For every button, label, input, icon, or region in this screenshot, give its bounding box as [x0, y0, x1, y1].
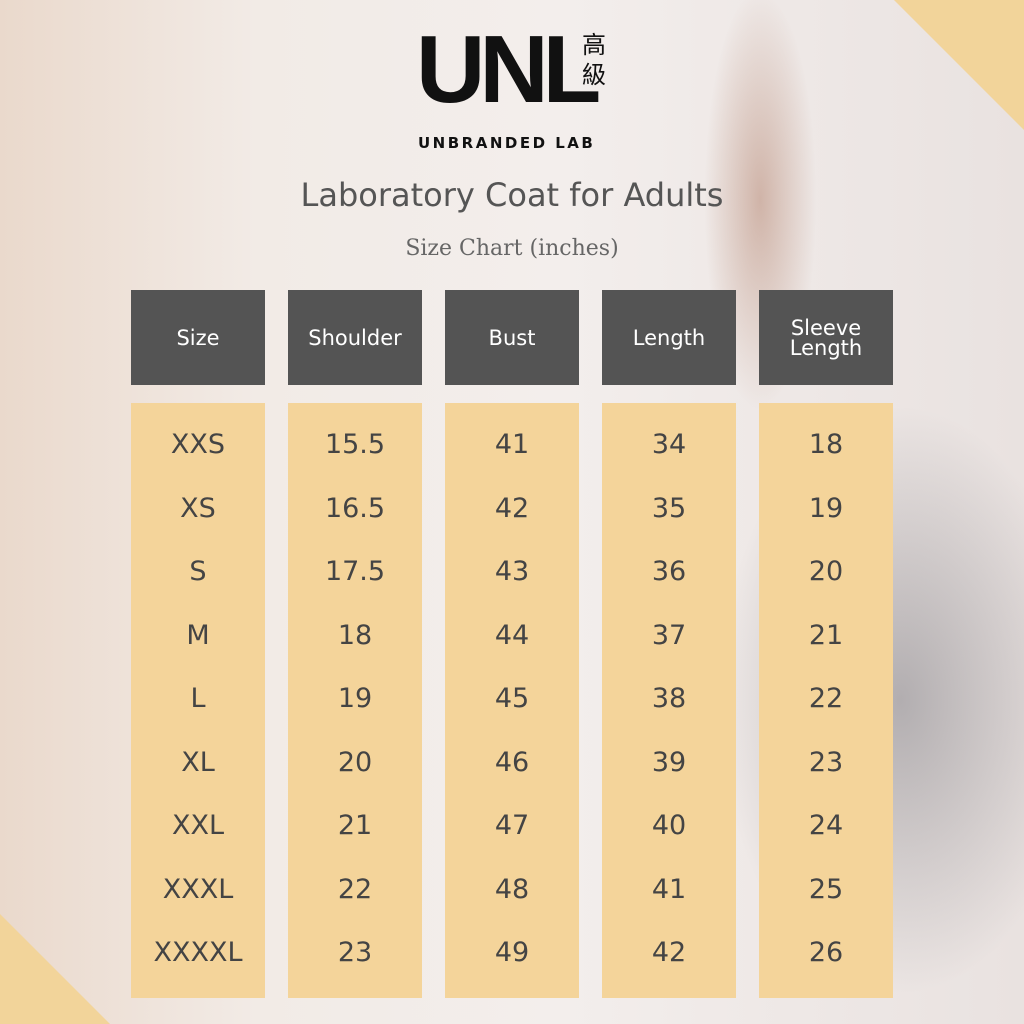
table-cell: 41	[494, 429, 530, 460]
table-cell: 45	[494, 683, 530, 714]
table-cell: 20	[808, 556, 844, 587]
column-header: Bust	[445, 290, 579, 385]
table-cell: S	[189, 556, 207, 587]
table-cell: 23	[808, 746, 844, 778]
table-cell: 24	[808, 810, 844, 841]
table-cell: 41	[651, 873, 687, 905]
column: 41 42 43 44 45 46 47 48 49	[445, 403, 579, 998]
subtitle: Size Chart (inches)	[405, 236, 619, 261]
table-cell: 42	[494, 492, 530, 524]
table-cell: 43	[494, 556, 530, 587]
table-cell: 17.5	[324, 556, 386, 587]
table-cell: 21	[808, 619, 844, 651]
column: 18 19 20 21 22 23 24 25 26	[759, 403, 893, 998]
table-cell: 35	[651, 492, 687, 524]
column: XXS XS S M L XL XXL XXXL XXXXL	[131, 403, 265, 998]
table-cell: 48	[494, 873, 530, 905]
table-cell: M	[186, 619, 210, 651]
column: 15.5 16.5 17.5 18 19 20 21 22 23	[288, 403, 422, 998]
corner-decor	[0, 914, 110, 1024]
table-cell: 16.5	[324, 492, 386, 524]
table-cell: 21	[337, 810, 373, 841]
table-cell: 18	[808, 429, 844, 460]
table-cell: 42	[651, 937, 687, 968]
table-cell: XL	[181, 746, 215, 778]
column-header: Length	[602, 290, 736, 385]
table-cell: 44	[494, 619, 530, 651]
table-cell: 22	[808, 683, 844, 714]
table-cell: 19	[337, 683, 373, 714]
table-cell: XXXL	[162, 873, 234, 905]
column-header: Size	[131, 290, 265, 385]
table-cell: L	[190, 683, 206, 714]
table-cell: 40	[651, 810, 687, 841]
column-header: Shoulder	[288, 290, 422, 385]
table-cell: 39	[651, 746, 687, 778]
table-cell: 19	[808, 492, 844, 524]
table-cell: 23	[337, 937, 373, 968]
table-cell: 25	[808, 873, 844, 905]
table-cell: 46	[494, 746, 530, 778]
table-cell: 15.5	[324, 429, 386, 460]
table-cell: 36	[651, 556, 687, 587]
table-cell: 37	[651, 619, 687, 651]
table-cell: 26	[808, 937, 844, 968]
table-cell: 22	[337, 873, 373, 905]
logo-mark: UNL	[416, 16, 601, 123]
table-cell: 38	[651, 683, 687, 714]
table-cell: 18	[337, 619, 373, 651]
table-cell: XXXXL	[153, 937, 243, 968]
column: 34 35 36 37 38 39 40 41 42	[602, 403, 736, 998]
table-cell: 34	[651, 429, 687, 460]
logo-name: UNBRANDED LAB	[418, 134, 596, 152]
table-cell: 49	[494, 937, 530, 968]
column-header: Sleeve Length	[759, 290, 893, 385]
table-cell: XS	[180, 492, 216, 524]
table-cell: 47	[494, 810, 530, 841]
table-cell: 20	[337, 746, 373, 778]
table-cell: XXL	[171, 810, 225, 841]
corner-decor	[894, 0, 1024, 130]
logo: UNL 高級 UNBRANDED LAB	[416, 16, 616, 153]
title: Laboratory Coat for Adults	[300, 176, 724, 214]
table-cell: XXS	[170, 429, 226, 460]
logo-tag: 高級	[582, 31, 606, 89]
